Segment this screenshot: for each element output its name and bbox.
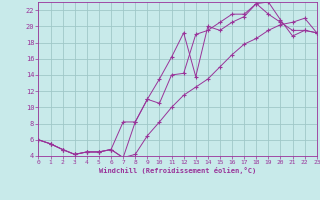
X-axis label: Windchill (Refroidissement éolien,°C): Windchill (Refroidissement éolien,°C) (99, 167, 256, 174)
